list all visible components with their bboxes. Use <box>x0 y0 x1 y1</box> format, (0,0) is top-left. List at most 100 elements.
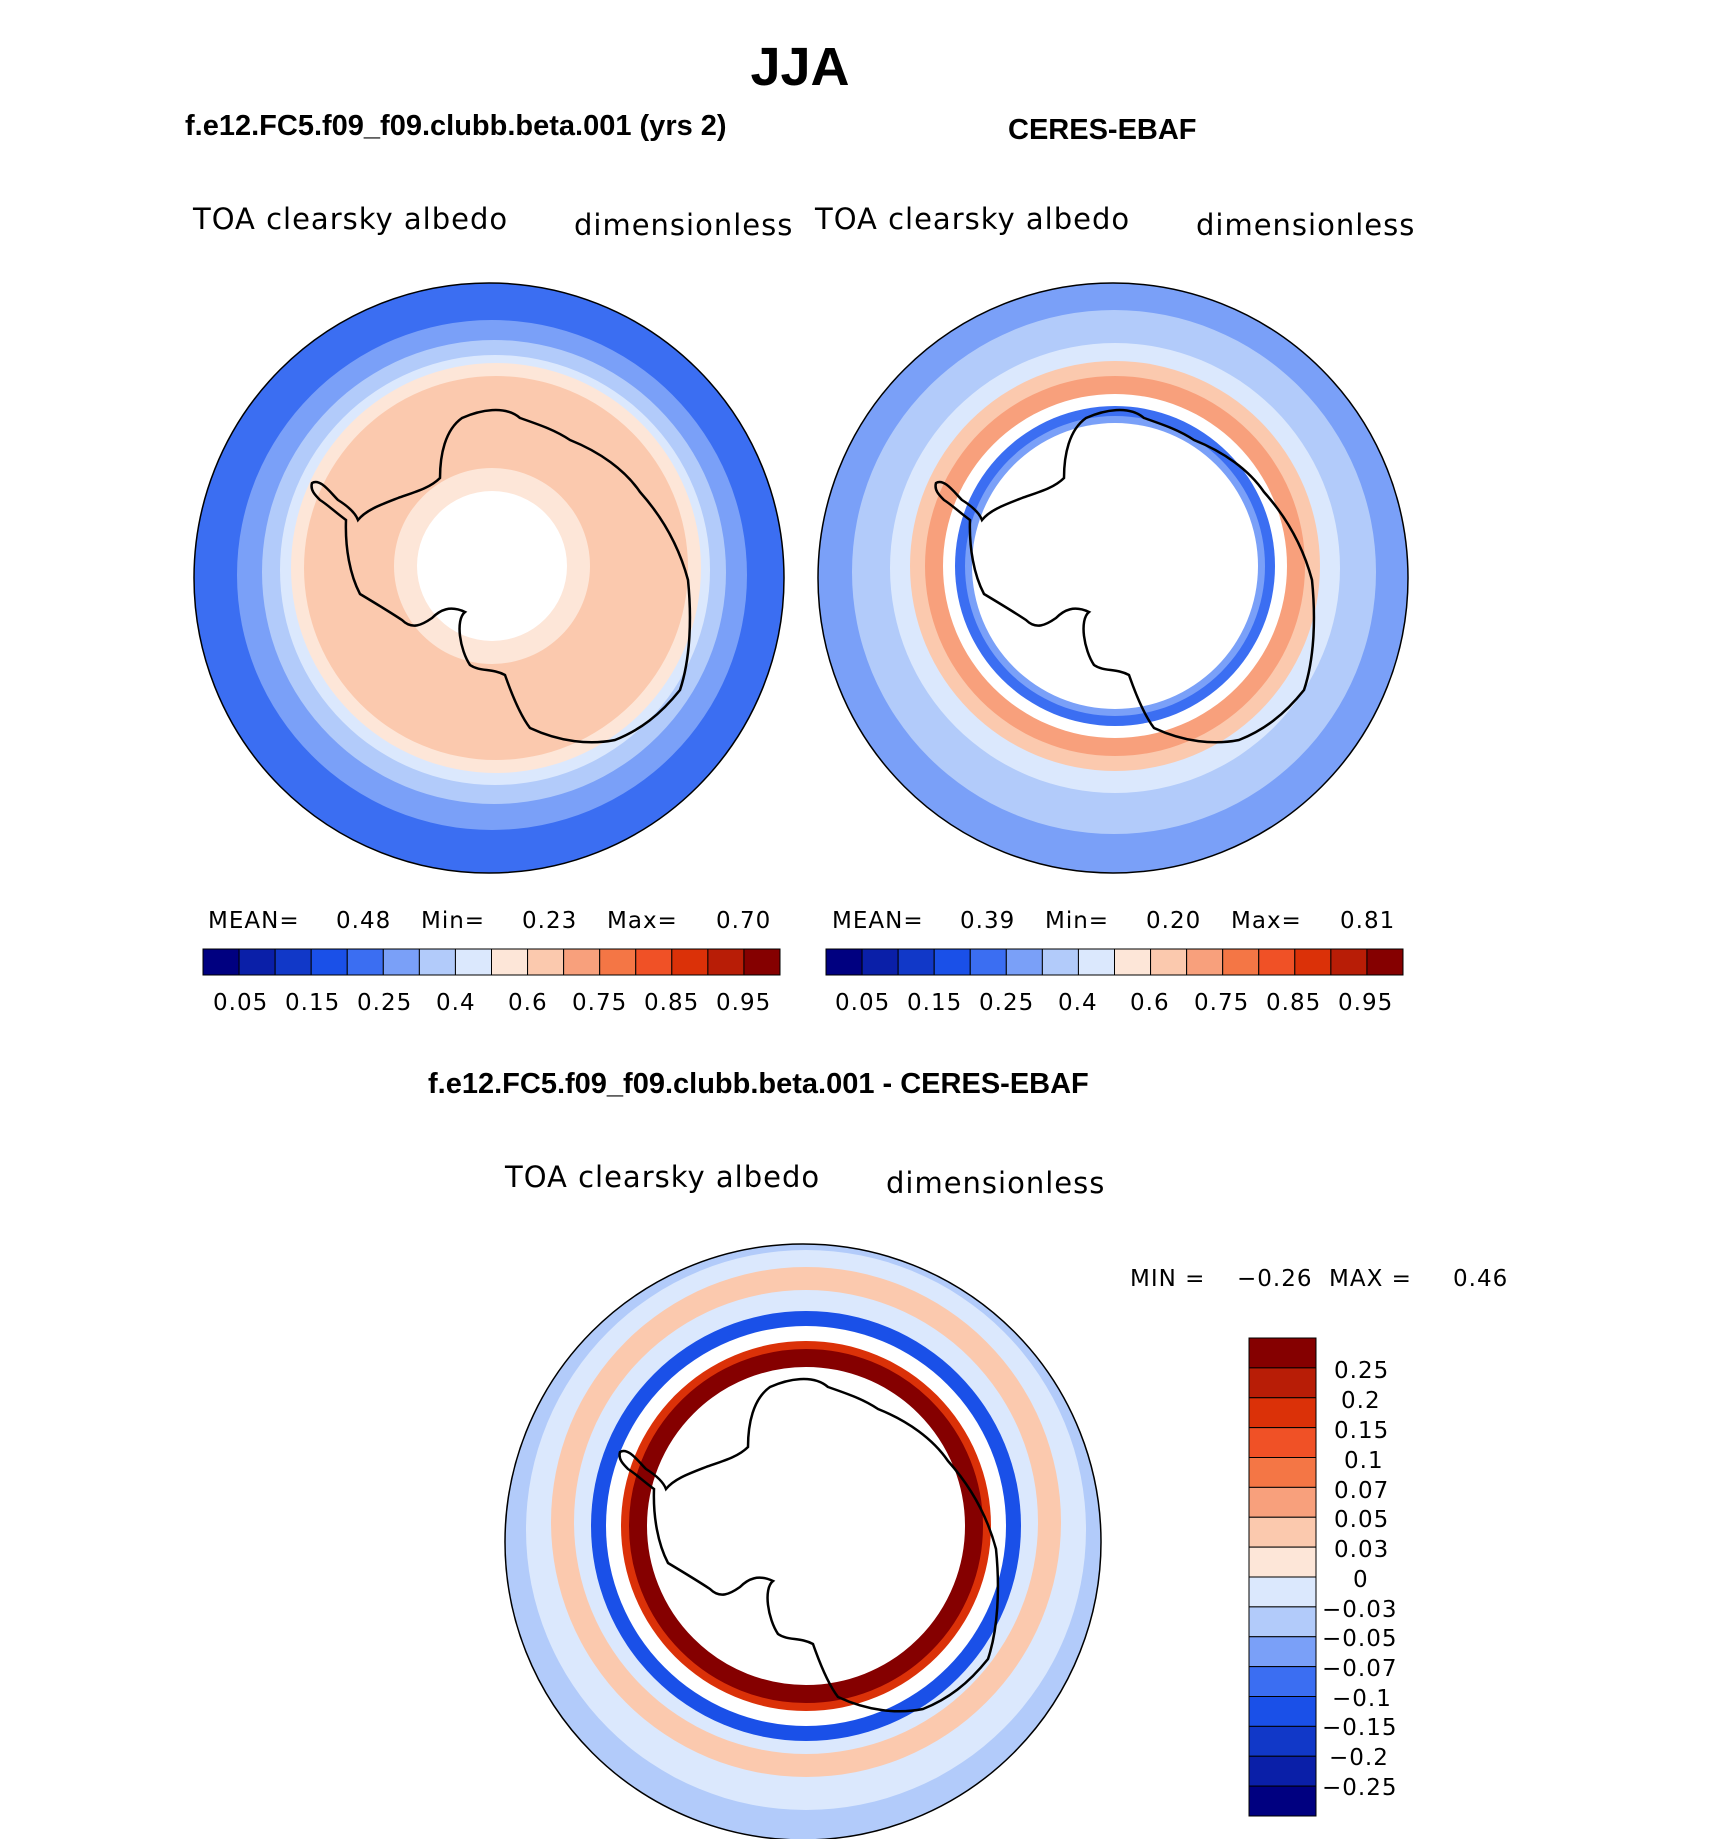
diff-max-label: MAX = <box>1329 1266 1412 1292</box>
panel-2-max-label: Max= <box>1231 908 1302 934</box>
cb3-tick: 0.15 <box>1334 1418 1390 1444</box>
cb3-tick: 0.2 <box>1341 1388 1381 1414</box>
cb3-tick: −0.03 <box>1322 1597 1398 1623</box>
colorbar-swatch <box>1248 1397 1317 1429</box>
colorbar-swatch <box>274 948 312 976</box>
cb2-tick: 0.4 <box>1058 990 1098 1016</box>
colorbar-swatch <box>635 948 673 976</box>
colorbar-swatch <box>1248 1576 1317 1608</box>
cb3-tick: −0.05 <box>1322 1626 1398 1652</box>
panel-2-mean: 0.39 <box>960 908 1016 934</box>
panel-2-variable: TOA clearsky albedo <box>815 202 1131 236</box>
colorbar-swatch <box>1258 948 1296 976</box>
colorbar-swatch <box>861 948 899 976</box>
colorbar-swatch <box>1248 1696 1317 1727</box>
colorbar-swatch <box>1077 948 1115 976</box>
colorbar-swatch <box>1150 948 1188 976</box>
colorbar-swatch <box>1041 948 1079 976</box>
colorbar-diff <box>1248 1337 1317 1817</box>
colorbar-swatch <box>1248 1516 1317 1548</box>
panel-2-units: dimensionless <box>1196 208 1416 242</box>
colorbar-swatch <box>671 948 709 976</box>
panel-2-title: CERES-EBAF <box>1008 114 1197 146</box>
cb3-tick: −0.25 <box>1322 1775 1398 1801</box>
diff-map-border <box>504 1243 1102 1839</box>
panel-2-max: 0.81 <box>1340 908 1396 934</box>
diff-variable: TOA clearsky albedo <box>505 1160 821 1194</box>
diff-max: 0.46 <box>1453 1266 1509 1292</box>
colorbar-swatch <box>707 948 745 976</box>
colorbar-swatch <box>1186 948 1224 976</box>
cb3-tick: −0.15 <box>1322 1715 1398 1741</box>
colorbar-swatch <box>1248 1785 1317 1817</box>
cb1-tick: 0.75 <box>572 990 628 1016</box>
colorbar-swatch <box>1330 948 1368 976</box>
panel-1-max: 0.70 <box>716 908 772 934</box>
cb2-tick: 0.15 <box>907 990 963 1016</box>
colorbar-swatch <box>1005 948 1043 976</box>
cb2-tick: 0.05 <box>835 990 891 1016</box>
cb3-tick: −0.1 <box>1332 1686 1392 1712</box>
colorbar-swatch <box>1248 1367 1317 1399</box>
cb1-tick: 0.15 <box>285 990 341 1016</box>
colorbar-swatch <box>1366 948 1404 976</box>
cb1-tick: 0.4 <box>436 990 476 1016</box>
main-title: JJA <box>750 37 850 97</box>
colorbar-swatch <box>346 948 384 976</box>
colorbar-swatch <box>1248 1546 1317 1578</box>
panel-1-title: f.e12.FC5.f09_f09.clubb.beta.001 (yrs 2) <box>185 110 727 142</box>
cb3-tick: 0.1 <box>1344 1448 1384 1474</box>
colorbar-2 <box>825 948 1404 976</box>
panel-1-map-border <box>193 282 785 874</box>
panel-1-mean-label: MEAN= <box>208 908 300 934</box>
panel-2-min-label: Min= <box>1045 908 1110 934</box>
panel-2-min: 0.20 <box>1146 908 1202 934</box>
cb1-tick: 0.95 <box>716 990 772 1016</box>
colorbar-swatch <box>1248 1457 1317 1488</box>
cb3-tick: 0.25 <box>1334 1358 1390 1384</box>
cb1-tick: 0.05 <box>213 990 269 1016</box>
colorbar-swatch <box>1114 948 1152 976</box>
colorbar-swatch <box>1248 1636 1317 1668</box>
colorbar-swatch <box>1248 1725 1317 1757</box>
colorbar-swatch <box>382 948 420 976</box>
cb3-tick: 0.05 <box>1334 1507 1390 1533</box>
cb3-tick: 0 <box>1353 1567 1369 1593</box>
diff-min: −0.26 <box>1237 1266 1313 1292</box>
panel-1-map <box>194 283 784 873</box>
panel-1-coastline <box>310 408 692 744</box>
panel-1-variable: TOA clearsky albedo <box>193 202 509 236</box>
diff-units: dimensionless <box>886 1166 1106 1200</box>
cb2-tick: 0.25 <box>979 990 1035 1016</box>
cb2-tick: 0.95 <box>1338 990 1394 1016</box>
colorbar-swatch <box>1248 1755 1317 1787</box>
colorbar-swatch <box>599 948 637 976</box>
panel-1-max-label: Max= <box>607 908 678 934</box>
colorbar-swatch <box>1248 1606 1317 1638</box>
colorbar-swatch <box>1248 1486 1317 1518</box>
colorbar-swatch <box>1222 948 1260 976</box>
cb1-tick: 0.25 <box>357 990 413 1016</box>
colorbar-swatch <box>563 948 601 976</box>
panel-1-mean: 0.48 <box>336 908 392 934</box>
colorbar-swatch <box>897 948 935 976</box>
colorbar-swatch <box>454 948 492 976</box>
cb2-tick: 0.75 <box>1194 990 1250 1016</box>
diff-coastline <box>618 1377 1000 1713</box>
colorbar-swatch <box>1294 948 1332 976</box>
colorbar-swatch <box>527 948 565 976</box>
cb2-tick: 0.6 <box>1130 990 1170 1016</box>
panel-1-min: 0.23 <box>522 908 578 934</box>
cb2-tick: 0.85 <box>1266 990 1322 1016</box>
colorbar-swatch <box>1248 1666 1317 1697</box>
colorbar-swatch <box>933 948 971 976</box>
colorbar-swatch <box>969 948 1007 976</box>
panel-2-map-border <box>817 282 1409 874</box>
diff-map <box>505 1244 1101 1839</box>
panel-2-coastline <box>934 408 1316 744</box>
colorbar-swatch <box>743 948 781 976</box>
colorbar-swatch <box>202 948 240 976</box>
panel-2-map <box>818 283 1408 873</box>
colorbar-swatch <box>418 948 456 976</box>
